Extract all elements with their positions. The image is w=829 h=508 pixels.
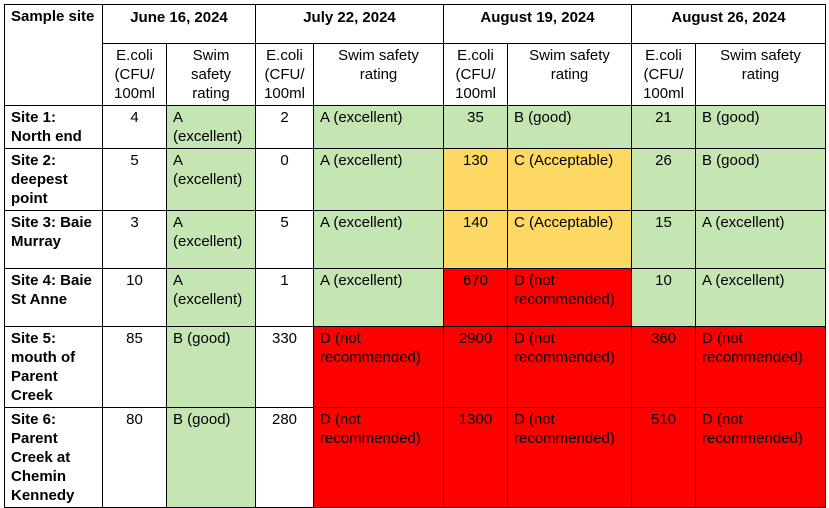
ecoli-value: 10 [631, 268, 696, 327]
swim-rating: A (excellent) [695, 268, 826, 327]
ecoli-header: E.coli (CFU/ 100ml [631, 43, 696, 106]
rating-header: Swim safety rating [166, 43, 256, 106]
swim-rating: D (not recommended) [313, 326, 444, 408]
ecoli-value: 5 [102, 148, 167, 211]
swim-rating: A (excellent) [313, 210, 444, 269]
ecoli-header: E.coli (CFU/ 100ml [255, 43, 314, 106]
swim-rating: A (excellent) [166, 148, 256, 211]
swim-rating: D (not recommended) [313, 407, 444, 508]
header-row-dates: Sample site June 16, 2024 July 22, 2024 … [4, 4, 826, 106]
water-quality-table: Sample site June 16, 2024 July 22, 2024 … [4, 4, 826, 508]
swim-rating: A (excellent) [313, 148, 444, 211]
header-row-columns: E.coli (CFU/ 100ml Swim safety rating E.… [5, 43, 826, 106]
site-name: Site 3: Baie Murray [4, 210, 103, 269]
table-row: Site 4: Baie St Anne 10 A (excellent) 1 A (e… [4, 268, 826, 327]
ecoli-value: 4 [102, 105, 167, 149]
site-name: Site 2: deepest point [4, 148, 103, 211]
ecoli-value: 26 [631, 148, 696, 211]
table-row: Site 2: deepest point 5 A (excellent) 0 A (e… [4, 148, 826, 211]
rating-header: Swim safety rating [313, 43, 444, 106]
ecoli-value: 15 [631, 210, 696, 269]
table-row: Site 5: mouth of Parent Creek 85 B (good) 3… [4, 326, 826, 408]
ecoli-value: 2900 [443, 326, 508, 408]
date-header: July 22, 2024 [255, 4, 444, 44]
sample-site-header: Sample site [4, 4, 103, 106]
swim-rating: A (excellent) [313, 268, 444, 327]
table-row: Site 3: Baie Murray 3 A (excellent) 5 A (exc… [4, 210, 826, 269]
ecoli-value: 21 [631, 105, 696, 149]
swim-rating: D (not recommended) [695, 326, 826, 408]
swim-rating: B (good) [695, 105, 826, 149]
ecoli-value: 5 [255, 210, 314, 269]
swim-rating: A (excellent) [695, 210, 826, 269]
swim-rating: B (good) [166, 407, 256, 508]
ecoli-value: 130 [443, 148, 508, 211]
ecoli-value: 1300 [443, 407, 508, 508]
ecoli-value: 280 [255, 407, 314, 508]
date-header: June 16, 2024 [102, 4, 256, 44]
ecoli-value: 670 [443, 268, 508, 327]
ecoli-value: 85 [102, 326, 167, 408]
ecoli-value: 3 [102, 210, 167, 269]
swim-rating: D (not recommended) [507, 268, 632, 327]
ecoli-value: 140 [443, 210, 508, 269]
ecoli-header: E.coli (CFU/ 100ml [102, 43, 167, 106]
site-name: Site 4: Baie St Anne [4, 268, 103, 327]
ecoli-value: 10 [102, 268, 167, 327]
date-header: August 19, 2024 [443, 4, 632, 44]
swim-rating: D (not recommended) [507, 326, 632, 408]
ecoli-value: 510 [631, 407, 696, 508]
rating-header: Swim safety rating [507, 43, 632, 106]
ecoli-value: 0 [255, 148, 314, 211]
rating-header: Swim safety rating [695, 43, 826, 106]
table-body: Site 1: North end 4 A (excellent) 2 A (excel… [4, 105, 826, 508]
site-name: Site 1: North end [4, 105, 103, 149]
ecoli-value: 360 [631, 326, 696, 408]
ecoli-value: 330 [255, 326, 314, 408]
date-header: August 26, 2024 [631, 4, 826, 44]
ecoli-value: 35 [443, 105, 508, 149]
swim-rating: B (good) [166, 326, 256, 408]
swim-rating: A (excellent) [166, 105, 256, 149]
swim-rating: C (Acceptable) [507, 148, 632, 211]
ecoli-value: 2 [255, 105, 314, 149]
ecoli-value: 1 [255, 268, 314, 327]
ecoli-header: E.coli (CFU/ 100ml [443, 43, 508, 106]
swim-rating: D (not recommended) [695, 407, 826, 508]
swim-rating: A (excellent) [166, 268, 256, 327]
swim-rating: A (excellent) [166, 210, 256, 269]
swim-rating: B (good) [507, 105, 632, 149]
swim-rating: B (good) [695, 148, 826, 211]
table-row: Site 1: North end 4 A (excellent) 2 A (excel… [4, 105, 826, 149]
swim-rating: C (Acceptable) [507, 210, 632, 269]
swim-rating: D (not recommended) [507, 407, 632, 508]
swim-rating: A (excellent) [313, 105, 444, 149]
site-name: Site 5: mouth of Parent Creek [4, 326, 103, 408]
